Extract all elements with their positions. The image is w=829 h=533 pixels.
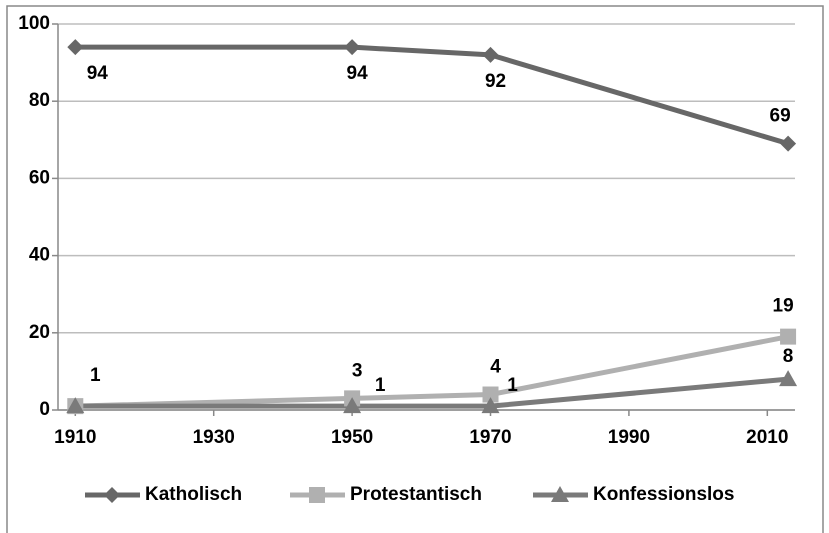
data-label: 92 xyxy=(485,71,506,92)
y-tick-label: 100 xyxy=(18,13,50,34)
data-label: 94 xyxy=(347,63,369,84)
legend-label: Katholisch xyxy=(145,484,242,505)
marker xyxy=(344,39,361,56)
marker xyxy=(780,328,797,345)
marker xyxy=(482,46,499,63)
y-tick-label: 0 xyxy=(39,399,50,420)
data-label: 8 xyxy=(783,346,794,367)
marker xyxy=(343,397,362,414)
data-label: 3 xyxy=(352,360,363,381)
x-tick-label: 1910 xyxy=(54,427,96,448)
data-label: 1 xyxy=(90,365,101,386)
chart-frame xyxy=(6,5,824,533)
data-label: 4 xyxy=(490,357,501,378)
x-tick-label: 1930 xyxy=(193,427,235,448)
x-tick-label: 1950 xyxy=(331,427,373,448)
marker xyxy=(104,487,120,503)
data-label: 69 xyxy=(770,106,791,127)
x-tick-label: 1990 xyxy=(608,427,650,448)
marker xyxy=(780,135,797,152)
marker xyxy=(551,486,569,502)
marker xyxy=(309,487,325,503)
data-label: 94 xyxy=(87,63,109,84)
y-tick-label: 40 xyxy=(29,245,50,266)
marker xyxy=(482,386,499,403)
marker xyxy=(66,397,85,414)
y-tick-label: 60 xyxy=(29,167,50,188)
data-label: 19 xyxy=(773,296,794,317)
marker xyxy=(481,397,500,414)
series-line xyxy=(75,44,789,147)
data-label: 1 xyxy=(375,375,386,396)
series-line xyxy=(75,334,789,409)
data-label: 1 xyxy=(507,375,518,396)
x-tick-label: 1970 xyxy=(469,427,511,448)
marker xyxy=(67,39,84,56)
x-tick-label: 2010 xyxy=(746,427,788,448)
legend-label: Konfessionslos xyxy=(593,484,734,505)
marker xyxy=(779,370,798,387)
y-tick-label: 20 xyxy=(29,322,50,343)
legend-label: Protestantisch xyxy=(350,484,482,505)
y-tick-label: 80 xyxy=(29,90,50,111)
series-line xyxy=(75,376,789,409)
